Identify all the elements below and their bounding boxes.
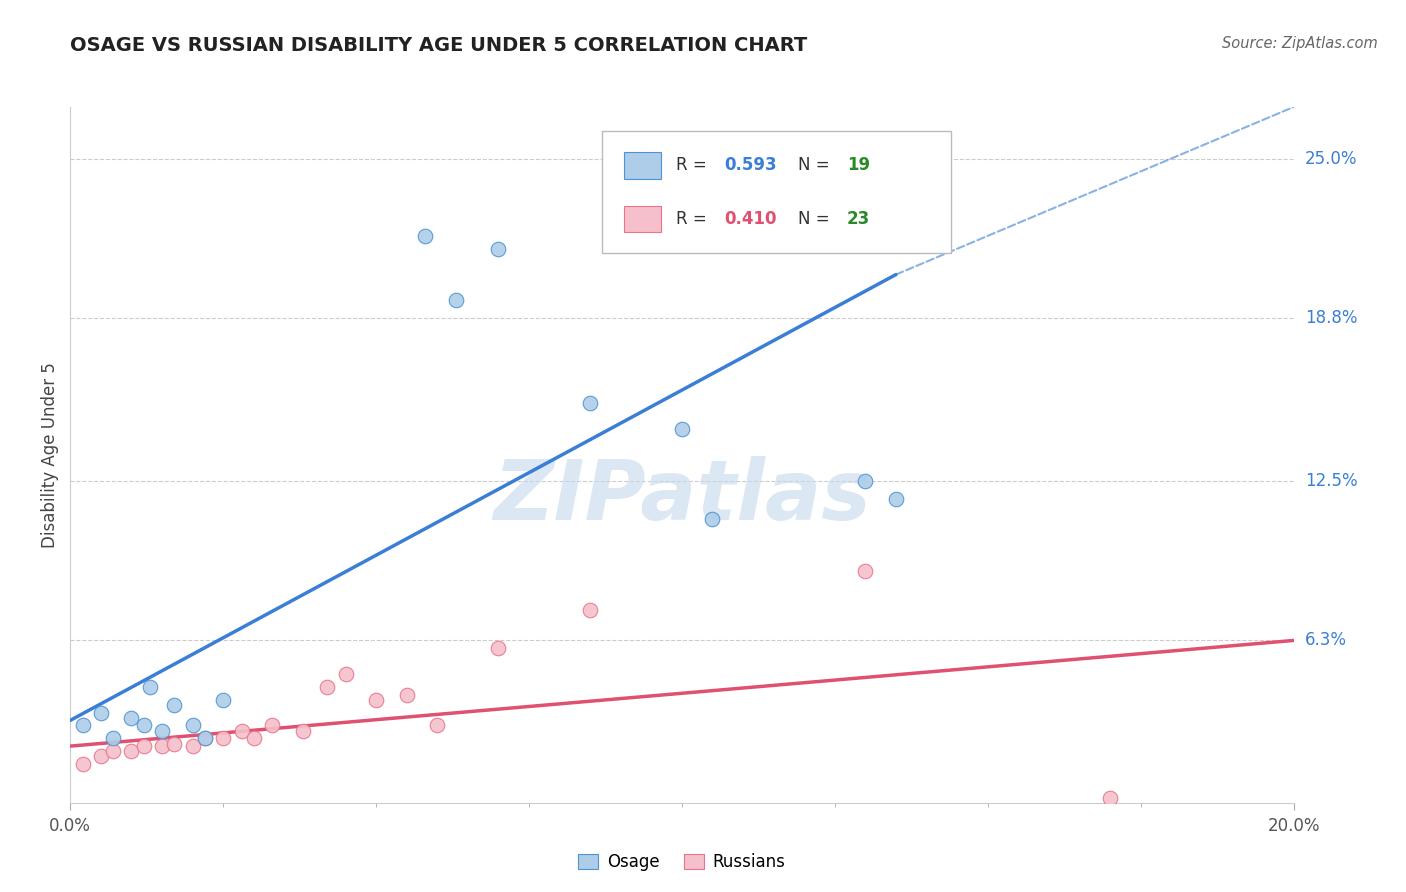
Text: R =: R = bbox=[676, 156, 711, 175]
Point bbox=[291, 723, 314, 738]
Point bbox=[671, 422, 693, 436]
Point bbox=[366, 692, 388, 706]
Point bbox=[316, 680, 339, 694]
Point bbox=[139, 680, 162, 694]
Point bbox=[90, 749, 112, 764]
Point bbox=[212, 692, 235, 706]
Point bbox=[426, 718, 449, 732]
Point bbox=[243, 731, 266, 746]
Bar bbox=[624, 206, 661, 233]
Text: 12.5%: 12.5% bbox=[1305, 472, 1357, 490]
Point bbox=[132, 739, 155, 753]
Point bbox=[101, 731, 124, 746]
Text: N =: N = bbox=[799, 210, 835, 228]
Point bbox=[121, 744, 143, 758]
Point bbox=[194, 731, 217, 746]
Point bbox=[413, 228, 436, 243]
Point bbox=[90, 706, 112, 720]
Point bbox=[212, 731, 235, 746]
Bar bbox=[624, 153, 661, 179]
Point bbox=[579, 396, 602, 410]
Legend: Osage, Russians: Osage, Russians bbox=[572, 847, 792, 878]
Text: R =: R = bbox=[676, 210, 711, 228]
Point bbox=[121, 711, 143, 725]
Text: 23: 23 bbox=[846, 210, 870, 228]
Point bbox=[181, 718, 204, 732]
Y-axis label: Disability Age Under 5: Disability Age Under 5 bbox=[41, 362, 59, 548]
Point bbox=[335, 667, 357, 681]
Point bbox=[163, 737, 186, 751]
Point bbox=[395, 688, 418, 702]
Point bbox=[231, 723, 253, 738]
Point bbox=[101, 744, 124, 758]
Point bbox=[702, 512, 724, 526]
Point bbox=[1099, 790, 1122, 805]
Text: 25.0%: 25.0% bbox=[1305, 150, 1357, 168]
Point bbox=[72, 718, 94, 732]
Point bbox=[444, 293, 467, 308]
Point bbox=[181, 739, 204, 753]
Point bbox=[884, 491, 907, 506]
Point bbox=[262, 718, 284, 732]
Text: 0.410: 0.410 bbox=[724, 210, 778, 228]
Text: ZIPatlas: ZIPatlas bbox=[494, 456, 870, 537]
Text: N =: N = bbox=[799, 156, 835, 175]
Point bbox=[132, 718, 155, 732]
Point bbox=[194, 731, 217, 746]
Text: 0.593: 0.593 bbox=[724, 156, 778, 175]
Point bbox=[855, 564, 877, 578]
Text: Source: ZipAtlas.com: Source: ZipAtlas.com bbox=[1222, 36, 1378, 51]
Point bbox=[72, 757, 94, 772]
Text: 18.8%: 18.8% bbox=[1305, 310, 1357, 327]
Point bbox=[488, 242, 510, 256]
Point bbox=[488, 641, 510, 656]
Point bbox=[150, 723, 173, 738]
Point bbox=[855, 474, 877, 488]
Point bbox=[579, 602, 602, 616]
Text: 19: 19 bbox=[846, 156, 870, 175]
Text: OSAGE VS RUSSIAN DISABILITY AGE UNDER 5 CORRELATION CHART: OSAGE VS RUSSIAN DISABILITY AGE UNDER 5 … bbox=[70, 36, 807, 54]
Text: 6.3%: 6.3% bbox=[1305, 632, 1347, 649]
Point bbox=[150, 739, 173, 753]
Point bbox=[163, 698, 186, 712]
Bar bbox=[602, 131, 950, 253]
